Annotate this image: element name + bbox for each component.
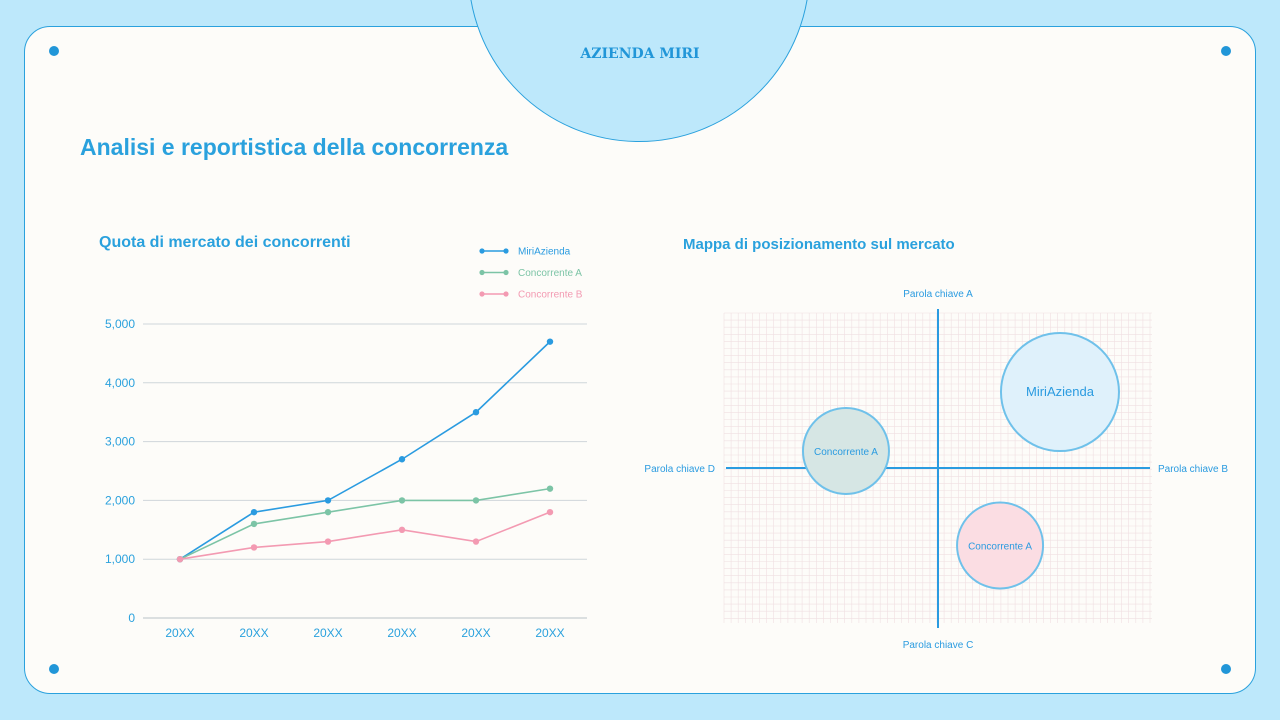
x-tick-label: 20XX	[387, 626, 416, 640]
x-tick-label: 20XX	[313, 626, 342, 640]
axis-label-left: Parola chiave D	[644, 464, 715, 475]
map-chart-title: Mappa di posizionamento sul mercato	[683, 236, 955, 253]
y-tick-label: 3,000	[105, 435, 135, 449]
data-point	[546, 338, 554, 345]
bubble	[956, 501, 1045, 590]
data-point	[176, 556, 184, 563]
data-point	[546, 508, 554, 516]
x-tick-label: 20XX	[165, 626, 194, 640]
x-tick-label: 20XX	[461, 626, 490, 640]
axis-label-right: Parola chiave B	[1158, 464, 1228, 475]
bubble-label: Concorrente A	[968, 542, 1032, 553]
axis-label-top: Parola chiave A	[903, 289, 973, 300]
bubble-label: MiriAzienda	[1026, 384, 1095, 399]
series-line	[179, 511, 551, 560]
bubble-label: Concorrente A	[814, 447, 878, 458]
legend-swatch-dot	[479, 291, 485, 297]
series-line	[179, 487, 551, 560]
line-chart-title: Quota di mercato dei concorrenti	[99, 234, 351, 251]
data-point	[250, 508, 258, 516]
series-line	[179, 341, 551, 560]
legend-label: MiriAzienda	[518, 247, 571, 258]
axis-label-bottom: Parola chiave C	[903, 640, 974, 651]
line-chart: 0 1,000 2,000 3,000 4,000 5,000 20XX 20XX 20XX 20…	[105, 247, 587, 640]
bubble	[801, 406, 890, 495]
corner-dot	[49, 46, 59, 56]
corner-dot	[49, 664, 59, 674]
data-point	[398, 526, 406, 533]
data-point	[398, 456, 406, 463]
legend-label: Concorrente B	[518, 290, 583, 301]
data-point	[324, 497, 332, 504]
legend-label: Concorrente A	[518, 268, 582, 279]
y-tick-label: 5,000	[105, 317, 135, 331]
y-tick-label: 2,000	[105, 493, 135, 507]
positioning-map: Parola chiave A Parola chiave C Parola chi…	[644, 289, 1228, 651]
legend-swatch-dot	[503, 291, 509, 297]
x-tick-label: 20XX	[535, 626, 564, 640]
y-tick-label: 1,000	[105, 552, 135, 566]
data-point	[472, 538, 480, 545]
legend-swatch-dot	[479, 269, 485, 276]
x-tick-label: 20XX	[239, 626, 268, 640]
corner-dot	[1221, 46, 1231, 56]
data-point	[324, 508, 332, 516]
data-point	[250, 520, 258, 528]
data-point	[472, 409, 480, 416]
corner-dot	[1221, 664, 1231, 674]
data-point	[324, 538, 332, 545]
legend-swatch-dot	[479, 248, 485, 254]
page-title: Analisi e reportistica della concorrenza	[80, 134, 509, 160]
legend-swatch-dot	[503, 269, 509, 276]
bubble	[999, 332, 1120, 453]
data-point	[250, 544, 258, 551]
y-tick-label: 0	[128, 611, 135, 625]
legend-swatch-dot	[503, 248, 509, 254]
data-point	[472, 497, 480, 504]
data-point	[546, 485, 554, 492]
y-tick-label: 4,000	[105, 376, 135, 390]
brand-name: AZIENDA MIRI	[580, 46, 700, 62]
data-point	[398, 497, 406, 504]
